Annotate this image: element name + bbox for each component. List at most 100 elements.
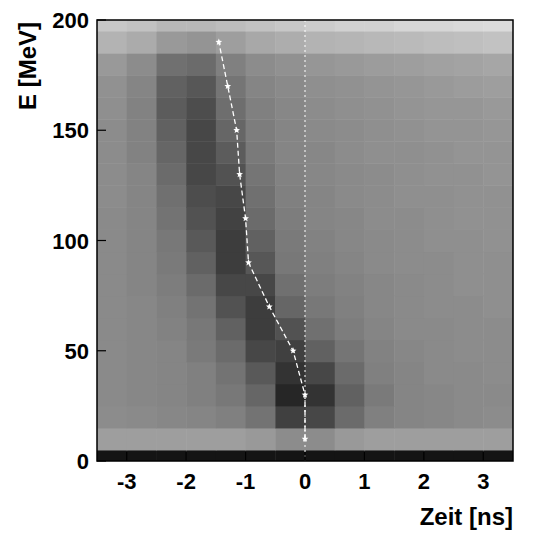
- heatmap-cell: [156, 185, 186, 208]
- heatmap-cell: [186, 428, 216, 451]
- heatmap-cell: [246, 185, 276, 208]
- heatmap-cell: [156, 428, 186, 451]
- heatmap-cell: [335, 450, 365, 461]
- heatmap-cell: [246, 428, 276, 451]
- heatmap-cell: [424, 119, 454, 142]
- heatmap-cell: [186, 97, 216, 120]
- marker: [242, 215, 249, 221]
- heatmap-cell: [127, 296, 157, 319]
- marks: [216, 20, 309, 461]
- heatmap-cell: [364, 384, 394, 407]
- y-tick-label: 100: [52, 229, 89, 254]
- heatmap-cell: [394, 31, 424, 54]
- heatmap-cell: [335, 75, 365, 98]
- heatmap-cell: [335, 274, 365, 297]
- heatmap-cell: [275, 20, 305, 32]
- heatmap-cell: [127, 141, 157, 164]
- heatmap-cell: [127, 384, 157, 407]
- heatmap-cell: [186, 20, 216, 32]
- heatmap-cell: [454, 362, 484, 385]
- heatmap-cell: [97, 229, 127, 252]
- heatmap-cell: [305, 384, 335, 407]
- heatmap-cell: [275, 296, 305, 319]
- heatmap: [97, 20, 513, 461]
- heatmap-cell: [216, 318, 246, 341]
- heatmap-cell: [216, 450, 246, 461]
- heatmap-cell: [424, 318, 454, 341]
- heatmap-cell: [275, 31, 305, 54]
- line: [219, 42, 305, 439]
- heatmap-cell: [97, 31, 127, 54]
- heatmap-cell: [275, 163, 305, 186]
- x-tick-label: -2: [176, 469, 196, 494]
- heatmap-cell: [275, 274, 305, 297]
- heatmap-cell: [127, 318, 157, 341]
- y-tick: [97, 19, 106, 20]
- heatmap-cell: [394, 185, 424, 208]
- heatmap-cell: [127, 340, 157, 363]
- heatmap-cell: [275, 53, 305, 76]
- heatmap-cell: [216, 406, 246, 429]
- heatmap-cell: [246, 20, 276, 32]
- heatmap-cell: [97, 428, 127, 451]
- heatmap-cell: [275, 318, 305, 341]
- heatmap-cell: [335, 252, 365, 275]
- heatmap-cell: [127, 163, 157, 186]
- x-tick-label: -3: [117, 469, 137, 494]
- x-tick: [304, 452, 305, 461]
- heatmap-cell: [156, 31, 186, 54]
- heatmap-cell: [483, 119, 513, 142]
- heatmap-cell: [305, 362, 335, 385]
- heatmap-cell: [364, 20, 394, 32]
- heatmap-cell: [335, 318, 365, 341]
- heatmap-cell: [364, 362, 394, 385]
- heatmap-cell: [483, 384, 513, 407]
- heatmap-cell: [156, 362, 186, 385]
- heatmap-cell: [305, 450, 335, 461]
- y-tick: [97, 350, 106, 351]
- heatmap-cell: [394, 296, 424, 319]
- heatmap-cell: [127, 252, 157, 275]
- heatmap-cell: [156, 450, 186, 461]
- heatmap-cell: [246, 207, 276, 230]
- heatmap-cell: [424, 185, 454, 208]
- heatmap-cell: [127, 53, 157, 76]
- heatmap-cell: [186, 362, 216, 385]
- marker: [266, 303, 273, 309]
- heatmap-cell: [156, 252, 186, 275]
- heatmap-cell: [186, 450, 216, 461]
- heatmap-cell: [454, 141, 484, 164]
- heatmap-cell: [216, 207, 246, 230]
- heatmap-cell: [275, 141, 305, 164]
- heatmap-cell: [216, 141, 246, 164]
- x-axis-title: Zeit [ns]: [420, 503, 513, 530]
- heatmap-cell: [364, 318, 394, 341]
- heatmap-cell: [186, 75, 216, 98]
- heatmap-cell: [246, 340, 276, 363]
- heatmap-cell: [97, 141, 127, 164]
- heatmap-cell: [305, 340, 335, 363]
- heatmap-cell: [186, 207, 216, 230]
- heatmap-cell: [483, 185, 513, 208]
- heatmap-cell: [364, 185, 394, 208]
- heatmap-cell: [394, 252, 424, 275]
- heatmap-cell: [156, 141, 186, 164]
- heatmap-cell: [424, 229, 454, 252]
- heatmap-cell: [335, 163, 365, 186]
- heatmap-cell: [335, 185, 365, 208]
- y-tick-label: 50: [65, 339, 89, 364]
- heatmap-cell: [216, 75, 246, 98]
- x-tick: [483, 452, 484, 461]
- heatmap-cell: [424, 97, 454, 120]
- heatmap-cell: [97, 75, 127, 98]
- heatmap-cell: [186, 384, 216, 407]
- heatmap-cell: [97, 185, 127, 208]
- heatmap-cell: [246, 53, 276, 76]
- heatmap-cell: [454, 185, 484, 208]
- heatmap-cell: [394, 384, 424, 407]
- marker: [302, 435, 309, 441]
- heatmap-cell: [186, 296, 216, 319]
- heatmap-cell: [424, 207, 454, 230]
- heatmap-cell: [335, 428, 365, 451]
- heatmap-cell: [305, 75, 335, 98]
